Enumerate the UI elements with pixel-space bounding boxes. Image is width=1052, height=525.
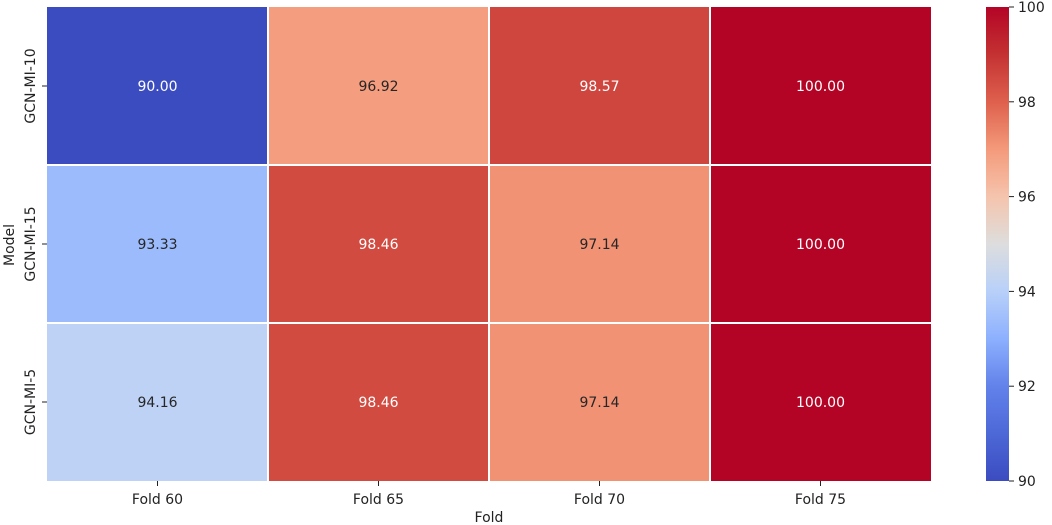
heatmap-cell [268,7,489,165]
cell-value-label: 100.00 [796,237,845,253]
colorbar-tick-label: 96 [1018,190,1036,206]
colorbar-tick-label: 98 [1018,95,1036,111]
cell-value-label: 90.00 [137,79,177,95]
cell-value-label: 98.46 [358,237,398,253]
y-axis: GCN-MI-10 GCN-MI-15 GCN-MI-5 [23,48,47,435]
x-tick-label: Fold 70 [574,492,625,508]
y-tick-label: GCN-MI-15 [23,206,39,281]
heatmap-cell [47,7,268,165]
cell-value-label: 97.14 [579,237,619,253]
cell-value-label: 96.92 [358,79,398,95]
cell-value-labels: 90.00 96.92 98.57 100.00 93.33 98.46 97.14 100.… [137,79,845,411]
cell-value-label: 97.14 [579,395,619,411]
cell-value-label: 98.46 [358,395,398,411]
y-axis-title: Model [2,224,18,266]
heatmap-cell [710,7,931,165]
heatmap-cell [489,165,710,323]
x-axis-title: Fold [475,510,504,525]
colorbar-tick-label: 94 [1018,284,1036,300]
x-tick-label: Fold 75 [795,492,846,508]
x-tick-label: Fold 65 [353,492,404,508]
heatmap-cell [489,323,710,481]
cell-value-label: 93.33 [137,237,177,253]
colorbar: 90 92 94 96 98 100 [986,0,1045,490]
heatmap-cell [47,323,268,481]
x-tick-label: Fold 60 [132,492,183,508]
cell-value-label: 98.57 [579,79,619,95]
cell-separators [47,7,931,481]
y-tick-label: GCN-MI-10 [23,48,39,123]
heatmap-cell [268,323,489,481]
heatmap-cell [268,165,489,323]
colorbar-tick-label: 100 [1018,0,1045,16]
colorbar-tick-label: 92 [1018,379,1036,395]
colorbar-gradient [986,7,1009,481]
cell-value-label: 100.00 [796,79,845,95]
heatmap-cells [47,7,931,481]
heatmap-cell [710,165,931,323]
x-axis: Fold 60 Fold 65 Fold 70 Fold 75 [132,481,846,508]
heatmap-cell [489,7,710,165]
heatmap-cell [47,165,268,323]
colorbar-tick-label: 90 [1018,474,1036,490]
cell-value-label: 100.00 [796,395,845,411]
heatmap-cell [710,323,931,481]
cell-value-label: 94.16 [137,395,177,411]
y-tick-label: GCN-MI-5 [23,369,39,435]
